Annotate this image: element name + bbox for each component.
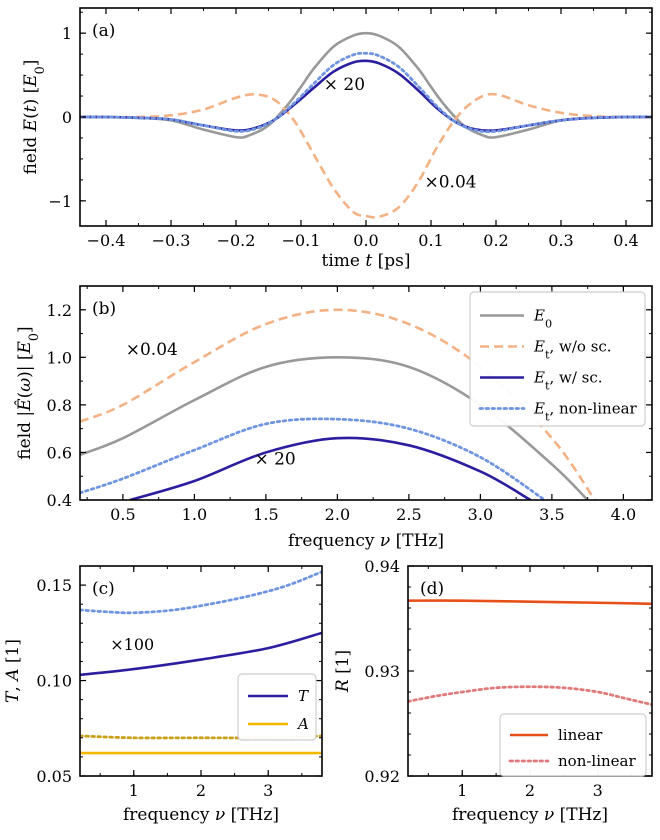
series-line-T_nonlinear (80, 570, 322, 615)
series-line-E0 (80, 356, 589, 500)
y-axis-label: R [1] (333, 650, 353, 693)
y-tick-label: 0.10 (36, 672, 72, 691)
y-tick-label: −1 (48, 192, 72, 211)
y-tick-label: 0.94 (364, 557, 400, 576)
x-tick-label: 3.5 (539, 505, 564, 524)
legend-box (469, 291, 646, 427)
x-tick-label: 0.2 (483, 231, 508, 250)
x-tick-label: −0.1 (282, 231, 321, 250)
annotation-x100: ×100 (110, 635, 154, 654)
x-tick-label: 1.5 (253, 505, 278, 524)
series-line-R_nonlinear (408, 685, 652, 706)
annotation-x004: ×0.04 (425, 172, 477, 192)
y-tick-label: 0.6 (47, 443, 72, 462)
series-line-w_sc (129, 436, 532, 500)
x-axis-label: time t [ps] (322, 251, 411, 271)
x-tick-label: 3 (263, 781, 273, 800)
x-tick-label: 0.5 (110, 505, 135, 524)
series-line-wo_sc (80, 92, 652, 219)
y-tick-label: 0.05 (36, 767, 72, 786)
legend-label: T (298, 687, 309, 705)
series-group (408, 599, 652, 706)
x-tick-label: 3 (593, 781, 603, 800)
annotation-x004: ×0.04 (126, 340, 178, 360)
x-tick-label: −0.4 (87, 231, 126, 250)
legend-label: Et, w/o sc. (533, 338, 612, 362)
x-tick-label: 0.4 (613, 231, 638, 250)
x-tick-label: 0.1 (418, 231, 443, 250)
legend-label: Et, w/ sc. (533, 369, 603, 393)
series-group (80, 31, 652, 219)
legend-label: E0 (533, 307, 552, 331)
plot-frame (79, 285, 653, 501)
x-tick-label: 2.5 (396, 505, 421, 524)
panel-label: (a) (92, 21, 115, 41)
x-tick-label: 2 (525, 781, 535, 800)
y-tick-label: 0 (62, 108, 72, 127)
panel-d: 1 2 3 0.92 0.93 0.94 (d) frequency ν [THz] R [1]… (333, 557, 653, 825)
y-tick-label: 0.4 (47, 491, 72, 510)
y-tick-label: 0.15 (36, 576, 72, 595)
series-line-T (80, 631, 322, 677)
x-tick-label: 4.0 (611, 505, 636, 524)
legend-label: linear (558, 726, 603, 744)
y-axis-label: field |Ê(ω)| [E0] (14, 326, 42, 459)
x-tick-label: 2 (196, 781, 206, 800)
legend-label: Et, non-linear (533, 400, 638, 424)
y-axis-label: field E(t) [E0] (21, 60, 48, 175)
x-axis-label: frequency ν [THz] (123, 805, 279, 825)
series-line-nonlinear (80, 51, 652, 134)
x-axis-label: frequency ν [THz] (452, 805, 608, 825)
legend-label: A (296, 715, 309, 733)
y-tick-label: 1 (62, 24, 72, 43)
annotation-x20: × 20 (254, 449, 295, 469)
y-tick-label: 0.93 (364, 662, 400, 681)
panel-label: (c) (92, 579, 115, 599)
y-tick-label: 0.92 (364, 767, 400, 786)
panel-b: 0.5 1.0 1.5 2.0 2.5 3.0 3.5 4.0 0.4 0.6 0.8 1.0 1.2 (… (14, 285, 653, 551)
x-tick-label: −0.2 (217, 231, 256, 250)
x-tick-label: −0.3 (152, 231, 191, 250)
panel-a: −0.4 −0.3 −0.2 −0.1 0.0 0.1 0.2 0.3 0.4 −1 0 1 (a) ti… (21, 7, 653, 271)
series-line-nonlinear (80, 417, 547, 500)
series-line-R_linear (408, 599, 652, 606)
annotation-x20: × 20 (324, 75, 365, 95)
y-tick-label: 1.2 (47, 301, 72, 320)
y-axis-label: T, A [1] (3, 639, 23, 703)
panel-label: (d) (420, 579, 444, 599)
y-tick-label: 1.0 (47, 348, 72, 367)
x-tick-label: 1.0 (182, 505, 207, 524)
y-tick-label: 0.8 (47, 396, 72, 415)
x-axis-label: frequency ν [THz] (288, 531, 444, 551)
series-line-E0 (80, 31, 652, 139)
x-tick-label: 3.0 (468, 505, 493, 524)
panel-c: 1 2 3 0.05 0.10 0.15 (c) frequency ν [THz] T, A … (3, 565, 323, 825)
legend-label: non-linear (558, 752, 636, 770)
panel-label: (b) (92, 299, 116, 319)
x-tick-label: 2.0 (325, 505, 350, 524)
x-tick-label: 1 (457, 781, 467, 800)
x-tick-label: 0.0 (353, 231, 378, 250)
x-tick-label: 0.3 (548, 231, 573, 250)
x-tick-label: 1 (129, 781, 139, 800)
